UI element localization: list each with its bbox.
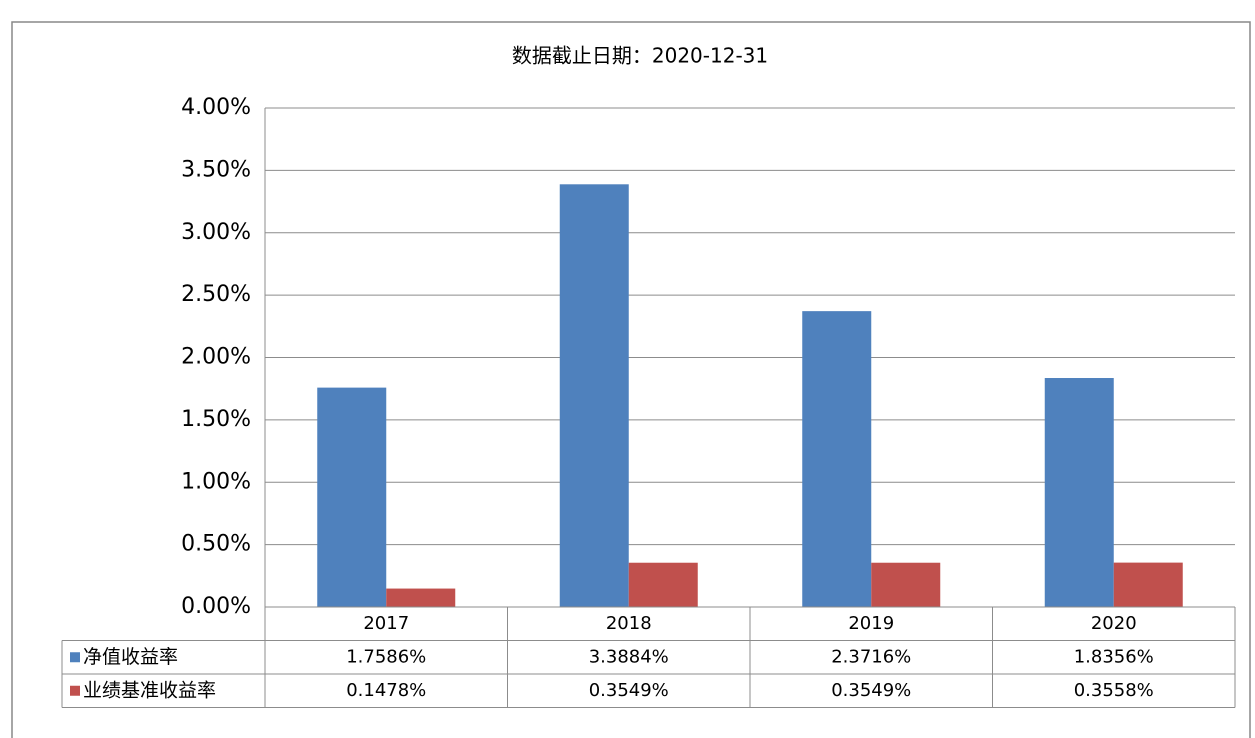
table-value: 0.3558%	[1074, 680, 1154, 701]
legend-swatch	[70, 652, 80, 663]
y-tick-label: 0.00%	[181, 594, 251, 619]
x-tick-label: 2017	[363, 613, 409, 634]
y-tick-label: 2.50%	[181, 282, 251, 307]
bar	[802, 311, 872, 607]
legend-label: 业绩基准收益率	[83, 679, 216, 701]
y-tick-label: 1.50%	[181, 407, 251, 432]
bar	[628, 562, 698, 607]
table-value: 0.1478%	[346, 680, 426, 701]
chart-frame	[11, 21, 1251, 738]
table-value: 2.3716%	[831, 646, 911, 667]
bar	[1113, 562, 1183, 607]
bar	[871, 562, 941, 607]
legend-swatch	[70, 685, 80, 696]
chart-subtitle: 数据截止日期：2020-12-31	[512, 44, 768, 68]
x-tick-label: 2019	[848, 613, 894, 634]
bar	[1044, 378, 1114, 607]
table-value: 0.3549%	[831, 680, 911, 701]
y-tick-label: 3.00%	[181, 220, 251, 245]
y-tick-label: 2.00%	[181, 345, 251, 370]
legend-label: 净值收益率	[83, 646, 178, 668]
y-tick-label: 3.50%	[181, 157, 251, 182]
y-tick-label: 1.00%	[181, 469, 251, 494]
table-value: 1.7586%	[346, 646, 426, 667]
bar	[386, 588, 456, 607]
table-value: 0.3549%	[589, 680, 669, 701]
table-value: 3.3884%	[589, 646, 669, 667]
bar	[317, 387, 387, 607]
y-tick-label: 4.00%	[181, 95, 251, 120]
x-tick-label: 2020	[1091, 613, 1137, 634]
y-tick-label: 0.50%	[181, 532, 251, 557]
bar	[559, 184, 629, 607]
x-tick-label: 2018	[606, 613, 652, 634]
table-value: 1.8356%	[1074, 646, 1154, 667]
